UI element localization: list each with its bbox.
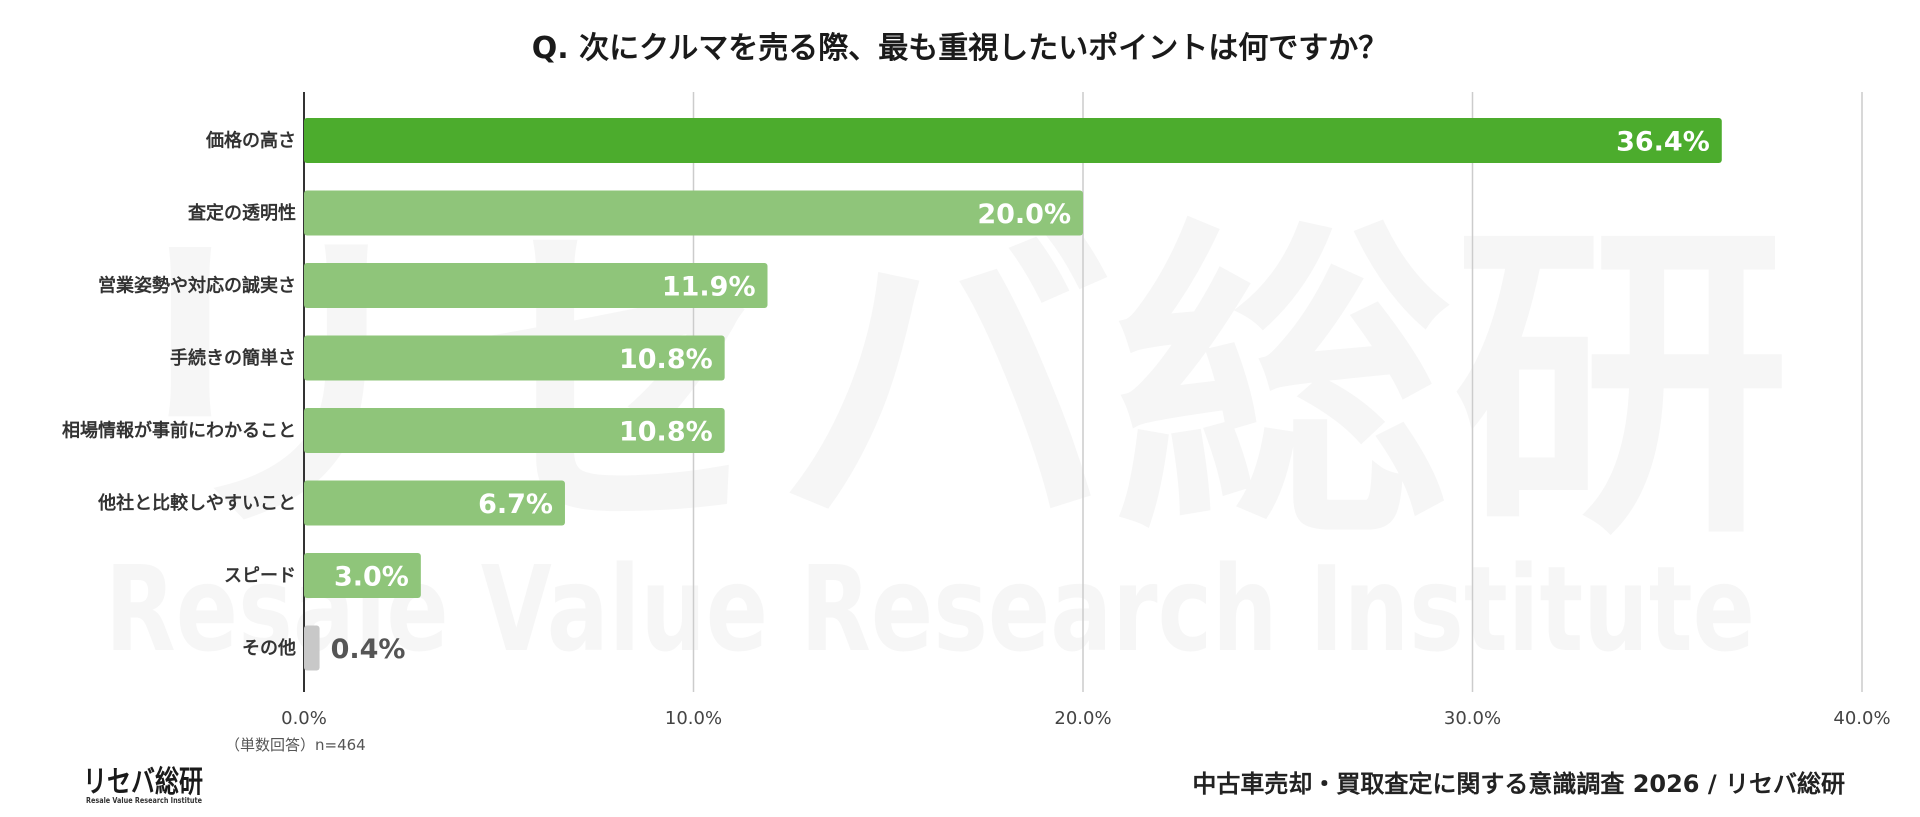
category-label: 相場情報が事前にわかること [62,420,296,442]
source-caption: 中古車売却・買取査定に関する意識調査 2026 / リセバ総研 [1192,770,1845,798]
logo-text: リセバ総研 [83,765,203,800]
category-label: 価格の高さ [205,130,296,152]
value-label: 11.9% [662,272,756,303]
brand-logo: リセバ総研 Resale Value Research Institute [83,765,203,805]
category-label: 他社と比較しやすいこと [97,492,296,514]
x-tick-label: 20.0% [1054,708,1111,729]
bar [304,263,768,308]
bar [304,190,1083,236]
category-label: その他 [242,637,296,659]
value-label: 36.4% [1616,127,1710,158]
x-gridlines [692,92,1863,692]
logo-subtext: Resale Value Research Institute [86,796,202,805]
bar [304,335,725,381]
sample-note: （単数回答）n=464 [225,736,366,754]
x-tick-labels: 0.0% 10.0% 20.0% 30.0% 40.0% [281,708,1890,729]
category-label: スピード [224,566,296,587]
bar [304,553,421,598]
bar [304,480,565,526]
category-label: 手続きの簡単さ [170,347,296,369]
value-label: 20.0% [977,199,1071,230]
x-tick-label: 30.0% [1444,708,1501,729]
value-label: 0.4% [331,634,406,665]
x-tick-label: 10.0% [665,708,722,729]
bar [304,408,725,453]
bar [304,625,320,671]
value-label: 10.8% [619,344,713,375]
bar [304,118,1722,163]
value-label: 3.0% [334,562,409,593]
bars [304,118,1722,671]
chart-title: Q. 次にクルマを売る際、最も重視したいポイントは何ですか？ [532,31,1388,66]
value-labels: 36.4% 20.0% 11.9% 10.8% 10.8% 6.7% 3.0% 0.4% [331,127,1710,666]
value-label: 6.7% [478,489,553,520]
category-labels: 価格の高さ査定の透明性営業姿勢や対応の誠実さ手続きの簡単さ相場情報が事前にわかる… [62,130,296,660]
value-label: 10.8% [619,417,713,448]
x-tick-label: 40.0% [1833,708,1890,729]
category-label: 営業姿勢や対応の誠実さ [98,275,296,297]
category-label: 査定の透明性 [188,202,296,224]
x-tick-label: 0.0% [281,708,327,729]
